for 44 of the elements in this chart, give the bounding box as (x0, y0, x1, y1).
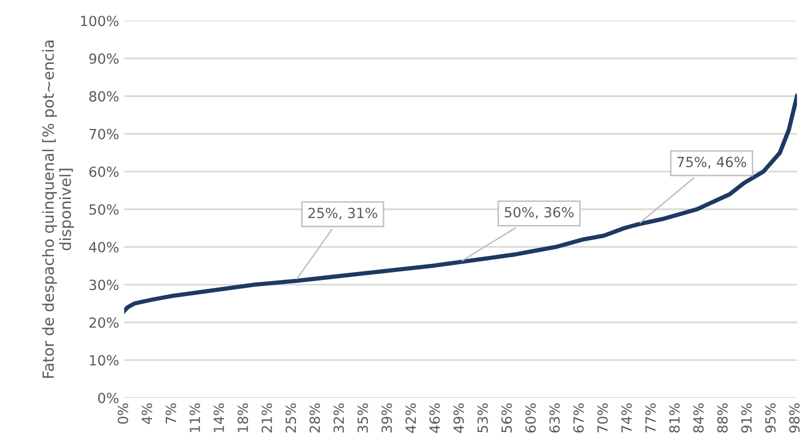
x-tick-label: 46% (429, 403, 440, 433)
annotation: 50%, 36% (504, 206, 574, 219)
y-tick-label: 100% (81, 16, 119, 26)
x-tick-label: 14% (214, 403, 224, 432)
x-tick-label: 60% (525, 403, 536, 433)
annotation: 75%, 46% (678, 156, 746, 169)
x-tick-label: 81% (669, 403, 680, 433)
y-tick-label: 10% (90, 355, 119, 366)
x-tick-label: 28% (310, 403, 320, 432)
x-tick-label: 35% (357, 403, 368, 432)
x-tick-label: 18% (238, 403, 248, 432)
annotation: 25%, 31% (308, 208, 378, 220)
y-tick-label: 80% (89, 91, 119, 102)
x-tick-label: 39% (381, 403, 392, 432)
x-tick-label: 95% (765, 403, 776, 433)
y-tick-label: 30% (89, 280, 119, 290)
y-tick-label: 50% (89, 204, 119, 215)
x-tick-label: 21% (262, 403, 272, 432)
x-tick-label: 25% (286, 403, 296, 432)
x-tick-label: 67% (573, 403, 584, 433)
x-tick-label: 7% (166, 403, 176, 424)
x-tick-label: 63% (549, 403, 560, 433)
x-tick-label: 11% (190, 403, 200, 432)
x-tick-label: 4% (142, 403, 152, 424)
x-tick-label: 91% (741, 403, 752, 433)
x-tick-label: 98% (789, 403, 800, 433)
y-tick-label: 60% (89, 166, 119, 178)
x-tick-label: 56% (501, 403, 512, 432)
x-tick-label: 70% (597, 403, 608, 432)
x-tick-label: 53% (477, 403, 488, 432)
y-tick-label: 0% (98, 392, 119, 404)
line-series (124, 94, 797, 314)
x-tick-label: 42% (405, 403, 416, 433)
y-axis-title: Fator de despacho quinquenal [% pot~encia disponivel] (42, 40, 74, 378)
y-tick-label: 20% (89, 317, 119, 328)
y-tick-label: 40% (89, 242, 119, 252)
x-tick-label: 74% (621, 403, 632, 432)
x-tick-label: 49% (453, 403, 464, 433)
y-tick-label: 90% (89, 53, 119, 64)
x-tick-label: 88% (717, 403, 728, 433)
y-tick-label: 70% (90, 128, 119, 140)
x-tick-label: 84% (693, 403, 704, 433)
x-tick-label: 77% (645, 403, 656, 432)
x-tick-label: 32% (334, 403, 344, 432)
